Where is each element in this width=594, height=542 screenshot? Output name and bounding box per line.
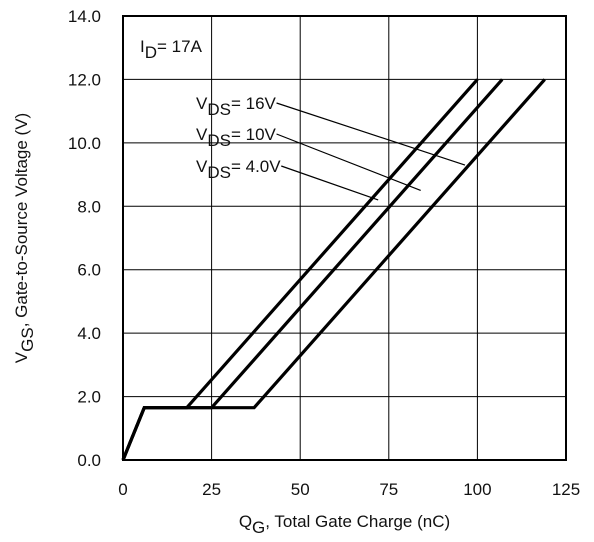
x-tick-label: 25 <box>202 480 221 499</box>
x-tick-label: 50 <box>291 480 310 499</box>
y-tick-label: 14.0 <box>68 7 101 26</box>
pointer-line-10v <box>276 133 421 191</box>
x-tick-label: 125 <box>552 480 580 499</box>
x-axis-title: QG, Total Gate Charge (nC) <box>239 512 450 537</box>
series-lines <box>121 78 546 461</box>
series-label-4v: VDS= 4.0V <box>196 157 281 182</box>
series-line-4-0v <box>121 78 479 461</box>
y-tick-label: 10.0 <box>68 134 101 153</box>
y-tick-label: 12.0 <box>68 70 101 89</box>
grid-lines <box>123 16 566 460</box>
label-pointers <box>276 102 466 201</box>
drain-current-annotation: ID= 17A <box>140 37 203 62</box>
series-label-10v: VDS= 10V <box>196 125 277 150</box>
x-tick-label: 75 <box>379 480 398 499</box>
y-tick-label: 6.0 <box>77 261 101 280</box>
pointer-line-4-0v <box>281 165 379 201</box>
plot-frame <box>122 15 567 461</box>
y-tick-label: 8.0 <box>77 197 101 216</box>
y-tick-label: 4.0 <box>77 324 101 343</box>
y-tick-label: 0.0 <box>77 451 101 470</box>
pointer-line-16v <box>276 102 466 166</box>
y-axis-title: VGS, Gate-to-Source Voltage (V) <box>12 113 37 363</box>
x-tick-label: 0 <box>118 480 127 499</box>
tick-labels: 0 25 50 75 100 125 0.0 2.0 4.0 6.0 8.0 10.0 12.0 14.0 <box>68 7 580 499</box>
y-tick-label: 2.0 <box>77 388 101 407</box>
x-tick-label: 100 <box>463 480 491 499</box>
series-label-16v: VDS= 16V <box>196 94 277 119</box>
